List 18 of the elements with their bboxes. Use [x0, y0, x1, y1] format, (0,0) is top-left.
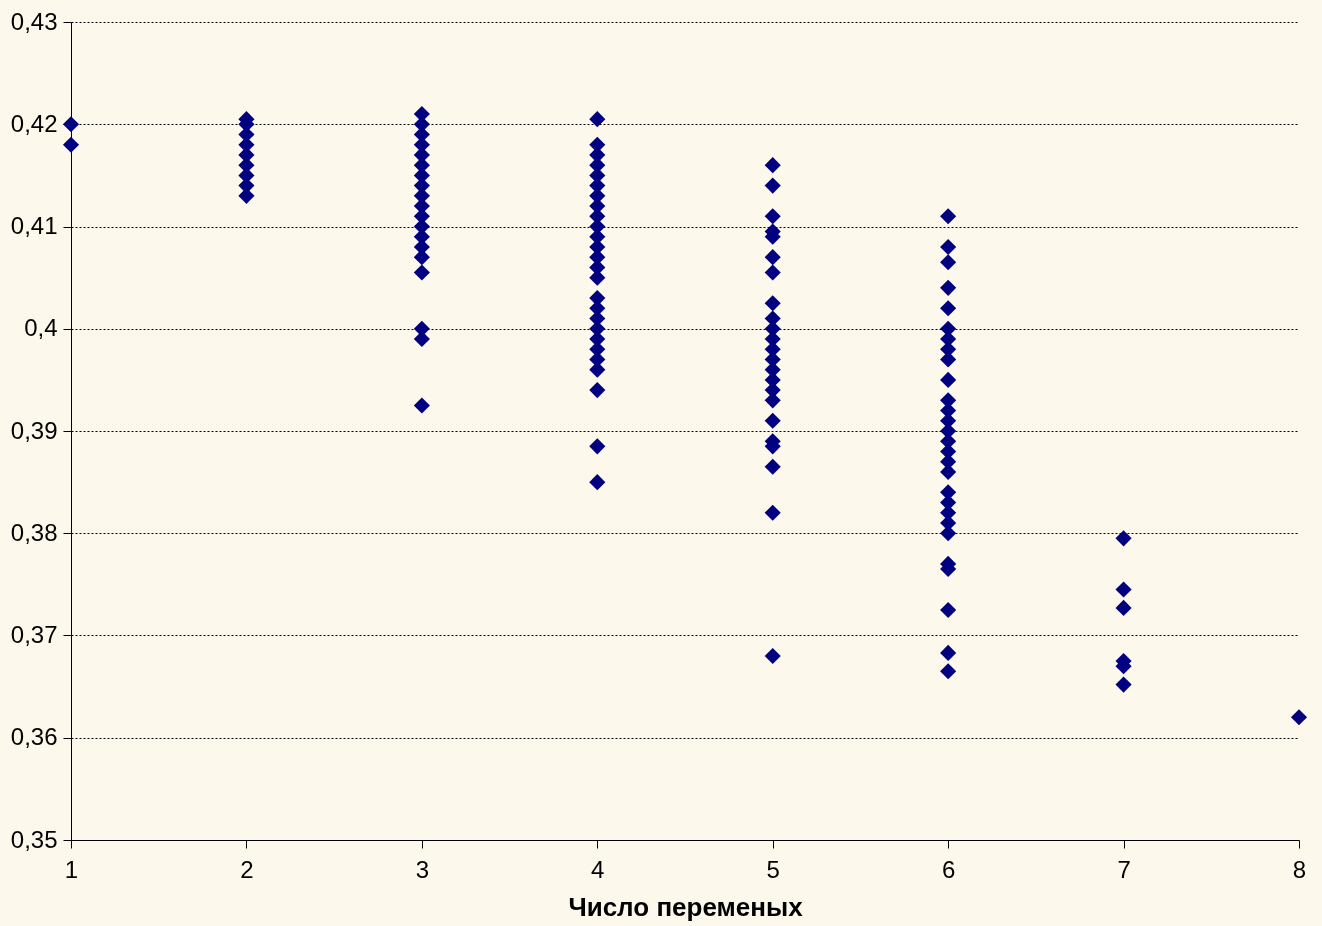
y-tick-label: 0,41 [10, 212, 58, 239]
y-tick-label: 0,39 [10, 416, 58, 444]
x-tick-label: 5 [766, 855, 780, 883]
y-tick-label: 0,42 [10, 109, 58, 137]
x-tick-label: 7 [1117, 855, 1131, 883]
y-tick-label: 0,38 [10, 518, 58, 546]
x-tick-label: 2 [240, 855, 254, 883]
x-tick-label: 1 [64, 855, 79, 883]
y-tick-label: 0,4 [24, 314, 58, 342]
x-tick-label: 3 [415, 855, 430, 883]
x-tick-label: 6 [941, 855, 956, 883]
y-tick-label: 0,35 [10, 825, 58, 853]
y-tick-label: 0,43 [10, 7, 58, 35]
y-tick-label: 0,36 [10, 723, 58, 751]
x-axis-title: Число переменых [568, 891, 804, 922]
x-tick-label: 4 [591, 855, 605, 883]
y-tick-label: 0,37 [10, 621, 58, 648]
x-tick-label: 8 [1292, 855, 1307, 883]
